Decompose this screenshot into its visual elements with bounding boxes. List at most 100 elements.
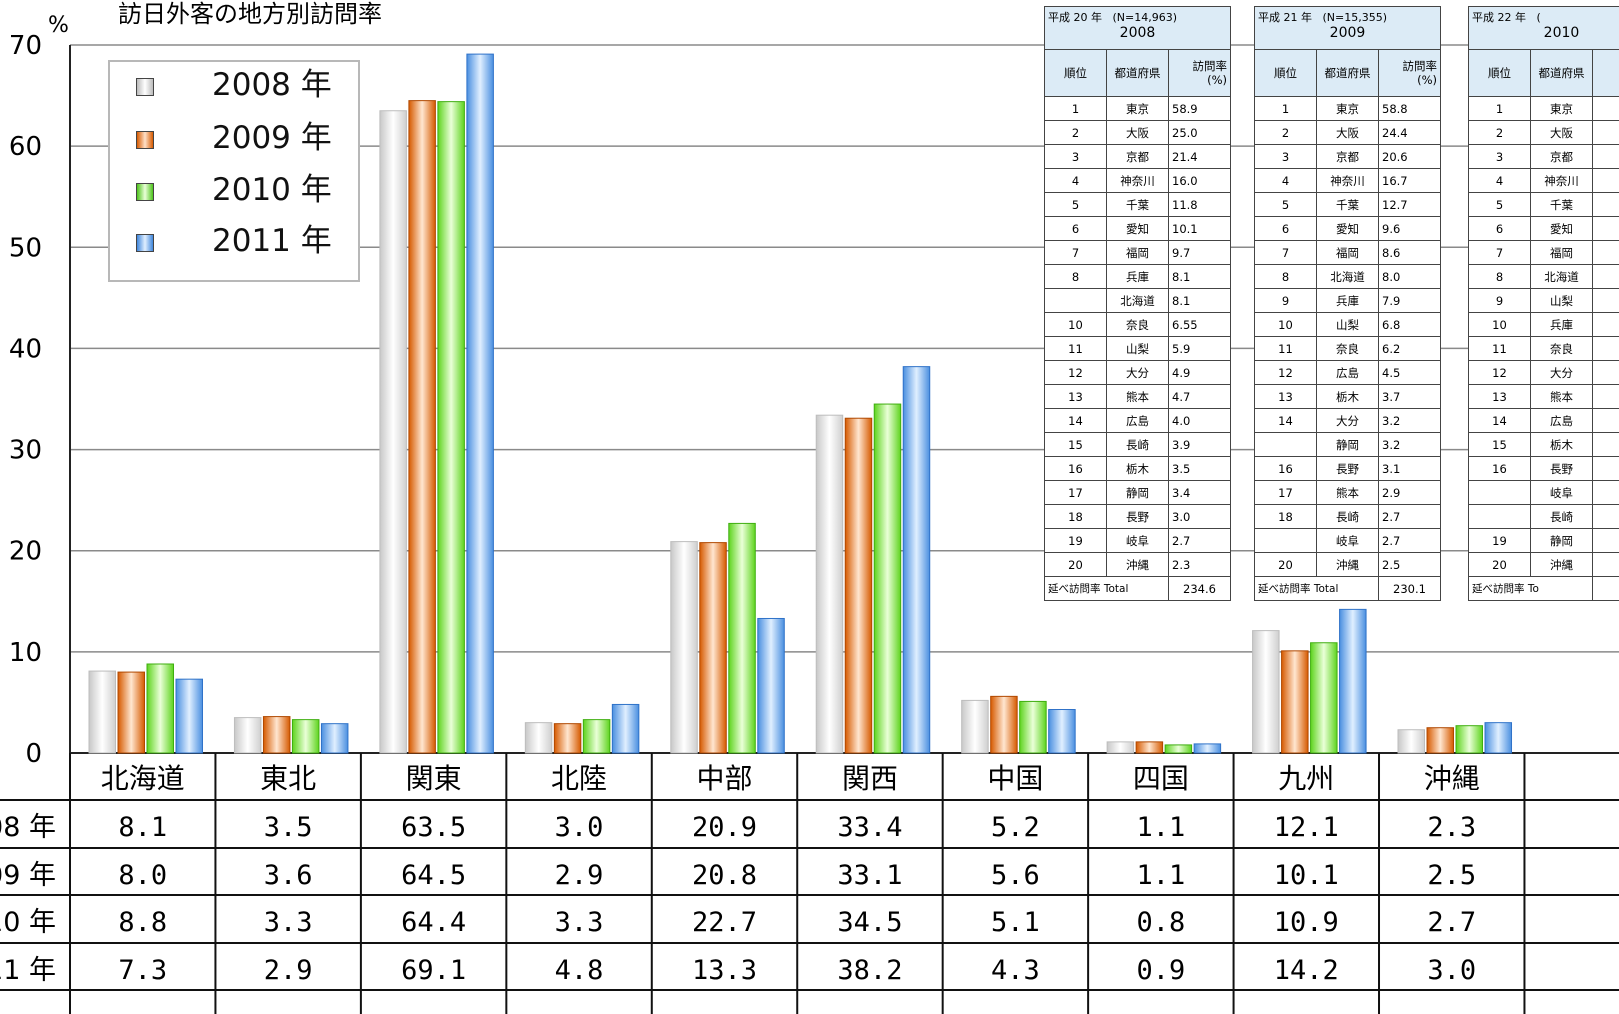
rank-cell: 14 bbox=[1254, 408, 1317, 433]
data-label: 3.0 bbox=[555, 812, 604, 843]
rank-row: 岐阜 2.7 bbox=[1254, 528, 1441, 553]
data-label: 13.3 bbox=[692, 955, 757, 986]
bar-東北-2009年 bbox=[262, 716, 291, 754]
bar-関西-2010年 bbox=[873, 403, 902, 754]
data-label: 7.3 bbox=[118, 955, 167, 986]
row-label: 09 年 bbox=[0, 860, 56, 891]
rank-row: 静岡 3.2 bbox=[1254, 432, 1441, 457]
total-value bbox=[1592, 576, 1619, 601]
rate-cell bbox=[1592, 96, 1619, 121]
data-label: 2.9 bbox=[555, 860, 604, 891]
y-unit-label: % bbox=[48, 13, 69, 38]
data-label: 34.5 bbox=[837, 907, 902, 938]
rate-cell: 9.6 bbox=[1378, 216, 1441, 241]
rank-row: 長崎 bbox=[1468, 504, 1619, 529]
data-label: 20.9 bbox=[692, 812, 757, 843]
rank-cell: 10 bbox=[1254, 312, 1317, 337]
rate-cell: 2.7 bbox=[1378, 528, 1441, 553]
total-value: 230.1 bbox=[1378, 576, 1441, 601]
data-label: 3.0 bbox=[1427, 955, 1476, 986]
rank-table-header: 平成 20 年 (N=14,963) 2008 bbox=[1044, 6, 1231, 50]
prefecture-cell: 静岡 bbox=[1316, 432, 1379, 457]
rank-row: 7 福岡 8.6 bbox=[1254, 240, 1441, 265]
rank-cell: 8 bbox=[1254, 264, 1317, 289]
rank-table-n: ( bbox=[1536, 11, 1541, 24]
category-label: 北陸 bbox=[551, 762, 607, 795]
data-label: 64.5 bbox=[401, 860, 466, 891]
rate-cell: 9.7 bbox=[1168, 240, 1231, 265]
data-label: 0.9 bbox=[1136, 955, 1185, 986]
prefecture-cell: 東京 bbox=[1530, 96, 1593, 121]
rank-cell: 10 bbox=[1044, 312, 1107, 337]
prefecture-cell: 大分 bbox=[1316, 408, 1379, 433]
rate-cell: 25.0 bbox=[1168, 120, 1231, 145]
rank-cell: 3 bbox=[1468, 144, 1531, 169]
rate-cell: 3.0 bbox=[1168, 504, 1231, 529]
col-rate-header: 訪問率 (%) bbox=[1168, 49, 1231, 97]
rate-cell: 2.7 bbox=[1168, 528, 1231, 553]
rate-cell bbox=[1592, 216, 1619, 241]
rank-row: 8 北海道 bbox=[1468, 264, 1619, 289]
rate-cell: 3.2 bbox=[1378, 408, 1441, 433]
rank-row: 5 千葉 bbox=[1468, 192, 1619, 217]
rate-cell bbox=[1592, 144, 1619, 169]
rank-row: 6 愛知 bbox=[1468, 216, 1619, 241]
prefecture-cell: 京都 bbox=[1530, 144, 1593, 169]
rank-cell: 9 bbox=[1468, 288, 1531, 313]
prefecture-cell: 大阪 bbox=[1106, 120, 1169, 145]
data-label: 4.3 bbox=[991, 955, 1040, 986]
data-label: 22.7 bbox=[692, 907, 757, 938]
y-tick-label: 0 bbox=[25, 739, 42, 769]
bar-中国-2010年 bbox=[1019, 700, 1047, 754]
legend-item: 2008 年 bbox=[110, 65, 358, 105]
category-label: 東北 bbox=[260, 762, 316, 795]
prefecture-cell: 山梨 bbox=[1530, 288, 1593, 313]
rate-cell: 2.9 bbox=[1378, 480, 1441, 505]
bar-関東-2008年 bbox=[379, 110, 407, 754]
rank-cell: 4 bbox=[1468, 168, 1531, 193]
bar-北陸-2011年 bbox=[611, 703, 640, 754]
prefecture-cell: 山梨 bbox=[1106, 336, 1169, 361]
rank-row: 4 神奈川 bbox=[1468, 168, 1619, 193]
category-label: 関西 bbox=[842, 762, 898, 795]
rank-cell: 1 bbox=[1044, 96, 1107, 121]
rate-cell: 12.7 bbox=[1378, 192, 1441, 217]
rank-cell: 16 bbox=[1044, 456, 1107, 481]
rank-cell bbox=[1254, 528, 1317, 553]
category-label: 九州 bbox=[1278, 762, 1334, 795]
prefecture-cell: 大分 bbox=[1106, 360, 1169, 385]
prefecture-cell: 千葉 bbox=[1530, 192, 1593, 217]
prefecture-cell: 北海道 bbox=[1106, 288, 1169, 313]
rank-row: 12 大分 bbox=[1468, 360, 1619, 385]
bar-四国-2008年 bbox=[1106, 741, 1135, 754]
rate-cell bbox=[1592, 528, 1619, 553]
rate-cell bbox=[1592, 120, 1619, 145]
rate-cell: 3.5 bbox=[1168, 456, 1231, 481]
col-rank-header: 順位 bbox=[1468, 49, 1531, 97]
bar-中国-2008年 bbox=[961, 699, 989, 754]
rate-cell bbox=[1592, 336, 1619, 361]
prefecture-cell: 栃木 bbox=[1530, 432, 1593, 457]
rank-cell: 17 bbox=[1254, 480, 1317, 505]
col-rank-header: 順位 bbox=[1254, 49, 1317, 97]
rank-row: 7 福岡 9.7 bbox=[1044, 240, 1231, 265]
data-label: 8.1 bbox=[118, 812, 167, 843]
prefecture-cell: 奈良 bbox=[1106, 312, 1169, 337]
bar-中部-2010年 bbox=[728, 522, 756, 754]
rank-table-body: 1 東京 58.8 2 大阪 24.4 3 京都 20.6 4 神奈川 16.7 5 千葉 12.7 6 愛知 9… bbox=[1254, 96, 1441, 577]
data-label: 2.9 bbox=[264, 955, 313, 986]
rank-row: 10 兵庫 bbox=[1468, 312, 1619, 337]
data-label: 2.7 bbox=[1427, 907, 1476, 938]
data-label: 3.6 bbox=[264, 860, 313, 891]
data-label: 4.8 bbox=[555, 955, 604, 986]
rate-cell bbox=[1592, 408, 1619, 433]
bar-北海道-2009年 bbox=[117, 671, 145, 754]
prefecture-cell: 岐阜 bbox=[1316, 528, 1379, 553]
bar-東北-2011年 bbox=[320, 723, 349, 754]
bar-四国-2010年 bbox=[1164, 744, 1193, 754]
col-rank-header: 順位 bbox=[1044, 49, 1107, 97]
bar-九州-2010年 bbox=[1310, 642, 1338, 754]
rank-table-2009: 平成 21 年 (N=15,355) 2009 順位 都道府県 訪問率 (%) … bbox=[1254, 6, 1441, 601]
data-label: 69.1 bbox=[401, 955, 466, 986]
rate-cell: 20.6 bbox=[1378, 144, 1441, 169]
